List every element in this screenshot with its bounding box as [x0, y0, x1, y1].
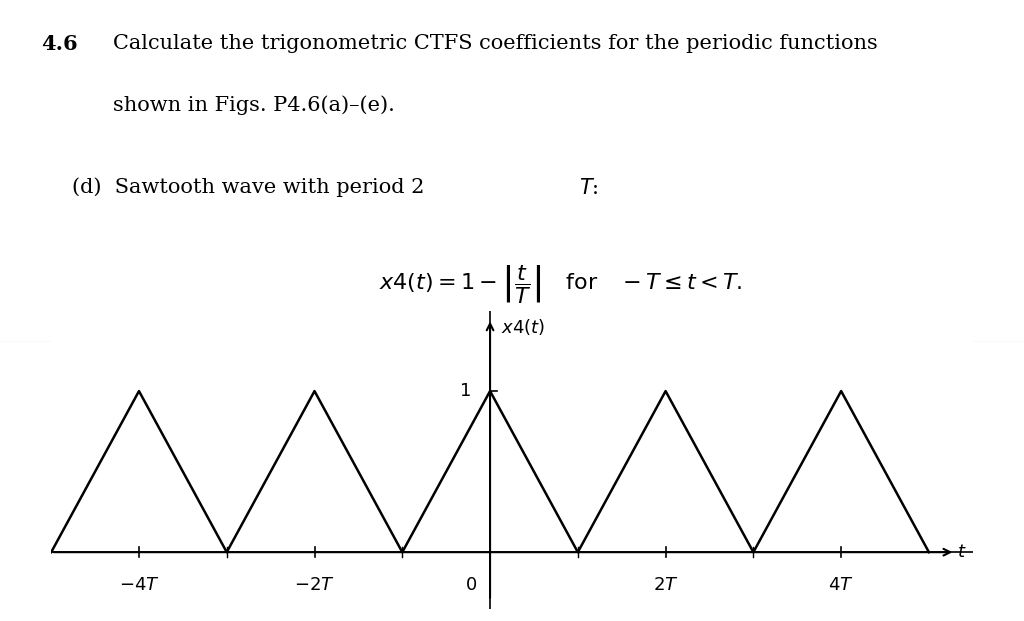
Text: $x4(t)$: $x4(t)$	[501, 317, 545, 337]
Text: Calculate the trigonometric CTFS coefficients for the periodic functions: Calculate the trigonometric CTFS coeffic…	[113, 34, 878, 53]
Text: $4T$: $4T$	[828, 576, 854, 594]
Text: $t$: $t$	[957, 543, 967, 561]
Text: $0$: $0$	[465, 576, 477, 594]
Text: $x4(t) = 1 - \left|\dfrac{t}{T}\right|$$\quad \mathrm{for} \quad -T \leq t < T.$: $x4(t) = 1 - \left|\dfrac{t}{T}\right|$$…	[379, 263, 742, 305]
Text: 4.6: 4.6	[41, 34, 78, 54]
Text: $T$:: $T$:	[579, 178, 598, 197]
Text: $1$: $1$	[459, 382, 471, 400]
Text: $-4T$: $-4T$	[119, 576, 160, 594]
Text: $-2T$: $-2T$	[294, 576, 335, 594]
Text: shown in Figs. P4.6(a)–(e).: shown in Figs. P4.6(a)–(e).	[113, 96, 394, 116]
Text: (d)  Sawtooth wave with period 2: (d) Sawtooth wave with period 2	[72, 178, 424, 197]
Text: $2T$: $2T$	[652, 576, 679, 594]
